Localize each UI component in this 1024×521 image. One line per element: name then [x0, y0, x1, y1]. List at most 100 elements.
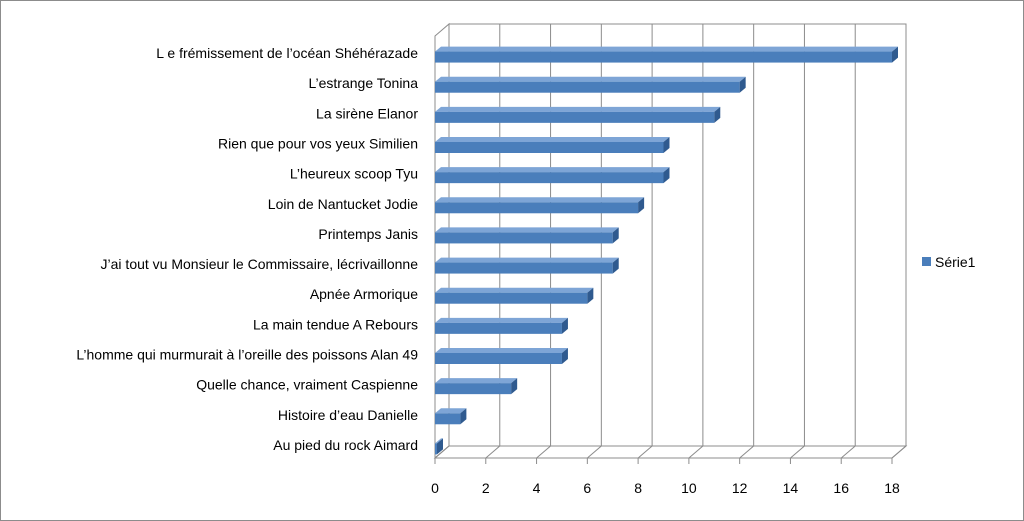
- bar: [435, 46, 898, 63]
- category-label: Quelle chance, vraiment Caspienne: [196, 377, 418, 393]
- floor: [433, 445, 908, 459]
- gridline: [688, 24, 704, 459]
- x-tick-label: 6: [583, 480, 591, 496]
- bar-side: [437, 438, 443, 455]
- category-label: L e frémissement de l’océan Shéhérazade: [156, 45, 418, 61]
- category-labels: L e frémissement de l’océan Shéhérazade L…: [76, 45, 418, 453]
- bar-side: [561, 317, 568, 334]
- bar-front: [435, 353, 562, 364]
- category-label: L’estrange Tonina: [309, 75, 419, 91]
- bar-side: [739, 76, 746, 93]
- bar: [435, 137, 670, 153]
- bar-side: [663, 167, 670, 184]
- bar-top: [435, 76, 746, 82]
- bar-front: [435, 443, 437, 455]
- category-label: J’ai tout vu Monsieur le Commissaire, lé…: [101, 256, 419, 272]
- bar: [435, 378, 518, 395]
- x-tick-label: 14: [783, 480, 799, 496]
- gridlines: [434, 24, 907, 464]
- x-tick-label: 4: [533, 480, 541, 496]
- x-tick-label: 12: [732, 480, 748, 496]
- x-tick-label: 0: [431, 480, 439, 496]
- x-tick-label: 16: [833, 480, 849, 496]
- bar: [435, 106, 721, 123]
- bar-top: [435, 197, 645, 203]
- bar-top: [435, 408, 467, 414]
- bar: [435, 317, 568, 334]
- bar-top: [435, 348, 568, 353]
- bar: [435, 257, 619, 274]
- bar-front: [435, 292, 588, 304]
- bar: [435, 167, 670, 184]
- bar-side: [460, 408, 467, 425]
- category-label: Histoire d’eau Danielle: [278, 407, 418, 423]
- bar-front: [435, 413, 461, 425]
- bar-side: [511, 378, 518, 395]
- bar-front: [435, 51, 892, 63]
- x-tick-labels: 0 2 4 6 8 10 12 14 16 18: [431, 480, 900, 496]
- bar: [435, 197, 645, 214]
- bar-top: [435, 106, 721, 112]
- bar-front: [435, 322, 562, 334]
- x-tick-label: 8: [634, 480, 642, 496]
- gridline: [536, 24, 552, 459]
- bar-top: [435, 46, 898, 52]
- bar-series: [435, 46, 898, 455]
- gridline: [840, 24, 856, 459]
- gridline: [891, 24, 907, 459]
- bar-front: [435, 232, 613, 244]
- bar-top: [435, 257, 619, 263]
- x-tick-label: 18: [884, 480, 900, 496]
- bar-side: [612, 227, 619, 244]
- bar-front: [435, 111, 715, 123]
- gridline: [587, 24, 602, 459]
- bar-side: [714, 106, 721, 123]
- gridline: [637, 24, 653, 459]
- bar-side: [638, 197, 645, 214]
- bar-front: [435, 262, 613, 274]
- bar-top: [435, 227, 619, 233]
- legend-label: Série1: [935, 254, 976, 270]
- bar-front: [435, 202, 639, 214]
- bar-side: [587, 287, 594, 304]
- category-label: Printemps Janis: [318, 226, 418, 242]
- bar-side: [892, 46, 898, 63]
- gridline: [790, 24, 805, 459]
- x-tick-label: 2: [482, 480, 490, 496]
- bar: [435, 438, 443, 455]
- legend-swatch: [922, 257, 931, 266]
- category-label: La main tendue A Rebours: [253, 316, 418, 332]
- bar-top: [435, 378, 518, 384]
- category-label: L’heureux scoop Tyu: [290, 166, 418, 182]
- bar-front: [435, 172, 664, 184]
- bar: [435, 227, 619, 244]
- gridline: [434, 24, 450, 459]
- gridline: [485, 24, 501, 459]
- bar-front: [435, 81, 740, 93]
- bar: [435, 287, 594, 304]
- bar-top: [435, 137, 670, 142]
- bar: [435, 408, 467, 425]
- bar-front: [435, 142, 664, 153]
- bar-top: [435, 438, 443, 444]
- category-label: Rien que pour vos yeux Similien: [218, 136, 418, 152]
- bar-side: [612, 257, 619, 274]
- category-label: Apnée Armorique: [310, 286, 418, 302]
- gridline: [739, 24, 755, 459]
- bar-side: [663, 137, 670, 153]
- category-label: Loin de Nantucket Jodie: [268, 196, 418, 212]
- category-label: Au pied du rock Aimard: [273, 437, 418, 453]
- bar-top: [435, 167, 670, 173]
- bar-side: [561, 348, 568, 364]
- bar: [435, 348, 568, 364]
- legend: Série1: [922, 254, 976, 270]
- bar-top: [435, 317, 568, 323]
- bar-front: [435, 383, 512, 395]
- category-label: L’homme qui murmurait à l’oreille des po…: [76, 347, 418, 363]
- x-tick-label: 10: [681, 480, 697, 496]
- bar-top: [435, 287, 594, 293]
- category-label: La sirène Elanor: [316, 105, 418, 121]
- bar: [435, 76, 746, 93]
